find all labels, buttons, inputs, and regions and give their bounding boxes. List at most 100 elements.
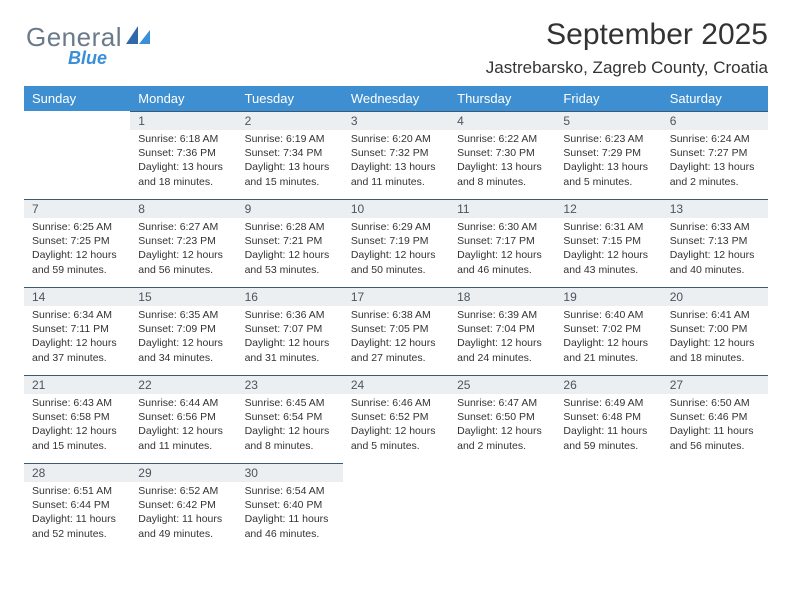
day-details: Sunrise: 6:30 AMSunset: 7:17 PMDaylight:… [449,218,555,281]
daylight-line: Daylight: 12 hours and 11 minutes. [138,424,228,452]
sunrise-line: Sunrise: 6:44 AM [138,396,228,410]
day-number: 5 [555,111,661,130]
day-details: Sunrise: 6:41 AMSunset: 7:00 PMDaylight:… [662,306,768,369]
sunset-line: Sunset: 6:50 PM [457,410,547,424]
calendar-cell: 23Sunrise: 6:45 AMSunset: 6:54 PMDayligh… [237,375,343,463]
sunset-line: Sunset: 7:02 PM [563,322,653,336]
day-number: 16 [237,287,343,306]
day-details: Sunrise: 6:43 AMSunset: 6:58 PMDaylight:… [24,394,130,457]
day-details: Sunrise: 6:44 AMSunset: 6:56 PMDaylight:… [130,394,236,457]
sunset-line: Sunset: 7:25 PM [32,234,122,248]
calendar-cell [555,463,661,551]
calendar-cell [24,111,130,199]
day-details: Sunrise: 6:19 AMSunset: 7:34 PMDaylight:… [237,130,343,193]
sunset-line: Sunset: 7:29 PM [563,146,653,160]
day-number: 24 [343,375,449,394]
calendar-row: 28Sunrise: 6:51 AMSunset: 6:44 PMDayligh… [24,463,768,551]
calendar-cell: 17Sunrise: 6:38 AMSunset: 7:05 PMDayligh… [343,287,449,375]
sunrise-line: Sunrise: 6:24 AM [670,132,760,146]
sunset-line: Sunset: 6:46 PM [670,410,760,424]
day-details: Sunrise: 6:50 AMSunset: 6:46 PMDaylight:… [662,394,768,457]
calendar-row: 21Sunrise: 6:43 AMSunset: 6:58 PMDayligh… [24,375,768,463]
sunrise-line: Sunrise: 6:43 AM [32,396,122,410]
calendar-cell: 12Sunrise: 6:31 AMSunset: 7:15 PMDayligh… [555,199,661,287]
weekday-header: Wednesday [343,86,449,111]
day-details: Sunrise: 6:52 AMSunset: 6:42 PMDaylight:… [130,482,236,545]
daylight-line: Daylight: 12 hours and 37 minutes. [32,336,122,364]
day-number: 15 [130,287,236,306]
daylight-line: Daylight: 11 hours and 46 minutes. [245,512,335,540]
sunset-line: Sunset: 6:48 PM [563,410,653,424]
sunrise-line: Sunrise: 6:51 AM [32,484,122,498]
day-details: Sunrise: 6:31 AMSunset: 7:15 PMDaylight:… [555,218,661,281]
sail-icon [124,24,152,51]
day-details: Sunrise: 6:27 AMSunset: 7:23 PMDaylight:… [130,218,236,281]
daylight-line: Daylight: 13 hours and 8 minutes. [457,160,547,188]
daylight-line: Daylight: 12 hours and 8 minutes. [245,424,335,452]
sunrise-line: Sunrise: 6:41 AM [670,308,760,322]
daylight-line: Daylight: 12 hours and 27 minutes. [351,336,441,364]
daylight-line: Daylight: 12 hours and 40 minutes. [670,248,760,276]
day-details: Sunrise: 6:24 AMSunset: 7:27 PMDaylight:… [662,130,768,193]
daylight-line: Daylight: 12 hours and 53 minutes. [245,248,335,276]
sunrise-line: Sunrise: 6:18 AM [138,132,228,146]
sunset-line: Sunset: 7:15 PM [563,234,653,248]
sunrise-line: Sunrise: 6:40 AM [563,308,653,322]
sunrise-line: Sunrise: 6:29 AM [351,220,441,234]
daylight-line: Daylight: 12 hours and 24 minutes. [457,336,547,364]
day-details: Sunrise: 6:47 AMSunset: 6:50 PMDaylight:… [449,394,555,457]
sunset-line: Sunset: 6:58 PM [32,410,122,424]
day-details: Sunrise: 6:36 AMSunset: 7:07 PMDaylight:… [237,306,343,369]
location: Jastrebarsko, Zagreb County, Croatia [24,58,768,78]
day-number: 6 [662,111,768,130]
day-details: Sunrise: 6:40 AMSunset: 7:02 PMDaylight:… [555,306,661,369]
day-number: 14 [24,287,130,306]
day-details: Sunrise: 6:20 AMSunset: 7:32 PMDaylight:… [343,130,449,193]
sunrise-line: Sunrise: 6:38 AM [351,308,441,322]
daylight-line: Daylight: 13 hours and 5 minutes. [563,160,653,188]
daylight-line: Daylight: 12 hours and 15 minutes. [32,424,122,452]
day-details: Sunrise: 6:38 AMSunset: 7:05 PMDaylight:… [343,306,449,369]
calendar-cell: 29Sunrise: 6:52 AMSunset: 6:42 PMDayligh… [130,463,236,551]
day-number: 23 [237,375,343,394]
day-number: 26 [555,375,661,394]
calendar-cell: 11Sunrise: 6:30 AMSunset: 7:17 PMDayligh… [449,199,555,287]
daylight-line: Daylight: 12 hours and 34 minutes. [138,336,228,364]
calendar-cell: 4Sunrise: 6:22 AMSunset: 7:30 PMDaylight… [449,111,555,199]
day-number: 27 [662,375,768,394]
calendar-cell: 1Sunrise: 6:18 AMSunset: 7:36 PMDaylight… [130,111,236,199]
day-number: 25 [449,375,555,394]
sunrise-line: Sunrise: 6:23 AM [563,132,653,146]
daylight-line: Daylight: 11 hours and 56 minutes. [670,424,760,452]
sunset-line: Sunset: 7:13 PM [670,234,760,248]
day-details: Sunrise: 6:35 AMSunset: 7:09 PMDaylight:… [130,306,236,369]
brand-sub: Blue [68,48,107,69]
day-details: Sunrise: 6:28 AMSunset: 7:21 PMDaylight:… [237,218,343,281]
sunrise-line: Sunrise: 6:28 AM [245,220,335,234]
calendar-body: 1Sunrise: 6:18 AMSunset: 7:36 PMDaylight… [24,111,768,551]
sunrise-line: Sunrise: 6:19 AM [245,132,335,146]
day-details: Sunrise: 6:18 AMSunset: 7:36 PMDaylight:… [130,130,236,193]
day-number: 9 [237,199,343,218]
calendar-cell: 7Sunrise: 6:25 AMSunset: 7:25 PMDaylight… [24,199,130,287]
sunset-line: Sunset: 7:17 PM [457,234,547,248]
calendar-cell: 8Sunrise: 6:27 AMSunset: 7:23 PMDaylight… [130,199,236,287]
sunset-line: Sunset: 6:52 PM [351,410,441,424]
sunrise-line: Sunrise: 6:45 AM [245,396,335,410]
calendar-cell [662,463,768,551]
sunrise-line: Sunrise: 6:36 AM [245,308,335,322]
sunrise-line: Sunrise: 6:20 AM [351,132,441,146]
sunset-line: Sunset: 6:42 PM [138,498,228,512]
sunset-line: Sunset: 6:40 PM [245,498,335,512]
daylight-line: Daylight: 12 hours and 46 minutes. [457,248,547,276]
sunrise-line: Sunrise: 6:54 AM [245,484,335,498]
day-number: 20 [662,287,768,306]
day-number: 29 [130,463,236,482]
calendar-row: 1Sunrise: 6:18 AMSunset: 7:36 PMDaylight… [24,111,768,199]
calendar-row: 14Sunrise: 6:34 AMSunset: 7:11 PMDayligh… [24,287,768,375]
day-details: Sunrise: 6:29 AMSunset: 7:19 PMDaylight:… [343,218,449,281]
sunset-line: Sunset: 7:19 PM [351,234,441,248]
day-number: 22 [130,375,236,394]
calendar-cell: 25Sunrise: 6:47 AMSunset: 6:50 PMDayligh… [449,375,555,463]
day-number: 3 [343,111,449,130]
